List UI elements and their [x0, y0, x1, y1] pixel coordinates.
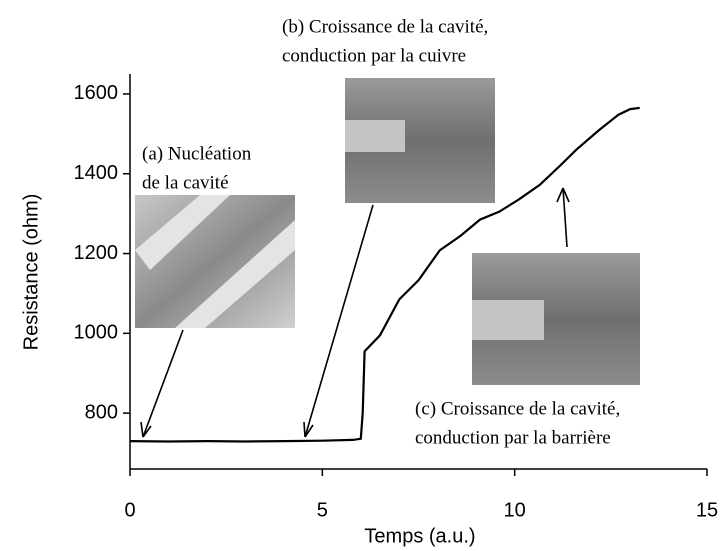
- inset-detail: [345, 120, 405, 152]
- annotation: (c) Croissance de la cavité,: [415, 398, 620, 419]
- arrows: [140, 187, 570, 438]
- inset-detail: [135, 195, 295, 328]
- x-tick-label: 5: [317, 499, 328, 521]
- y-axis-label: Resistance (ohm): [20, 194, 42, 351]
- annotation: (a) Nucléation: [142, 143, 252, 164]
- x-tick-label: 0: [124, 499, 135, 521]
- arrow-a: [140, 329, 184, 438]
- inset-detail: [472, 300, 544, 340]
- y-tick-label: 800: [85, 401, 118, 423]
- annotation: de la cavité: [142, 172, 229, 193]
- annotation: conduction par la cuivre: [282, 45, 466, 66]
- y-tick-label: 1600: [74, 82, 119, 104]
- data-line: [129, 106, 640, 443]
- x-tick-label: 10: [504, 499, 526, 521]
- annotation: (b) Croissance de la cavité,: [282, 16, 488, 37]
- y-tick-label: 1000: [74, 322, 119, 344]
- x-axis-label: Temps (a.u.): [364, 525, 475, 547]
- x-tick-label: 15: [696, 499, 718, 521]
- y-tick-label: 1200: [74, 242, 119, 264]
- arrow-c: [556, 187, 570, 248]
- annotation: conduction par la barrière: [415, 427, 611, 448]
- y-tick-label: 1400: [74, 162, 119, 184]
- inset-images: [135, 78, 640, 385]
- arrow-b: [303, 204, 374, 438]
